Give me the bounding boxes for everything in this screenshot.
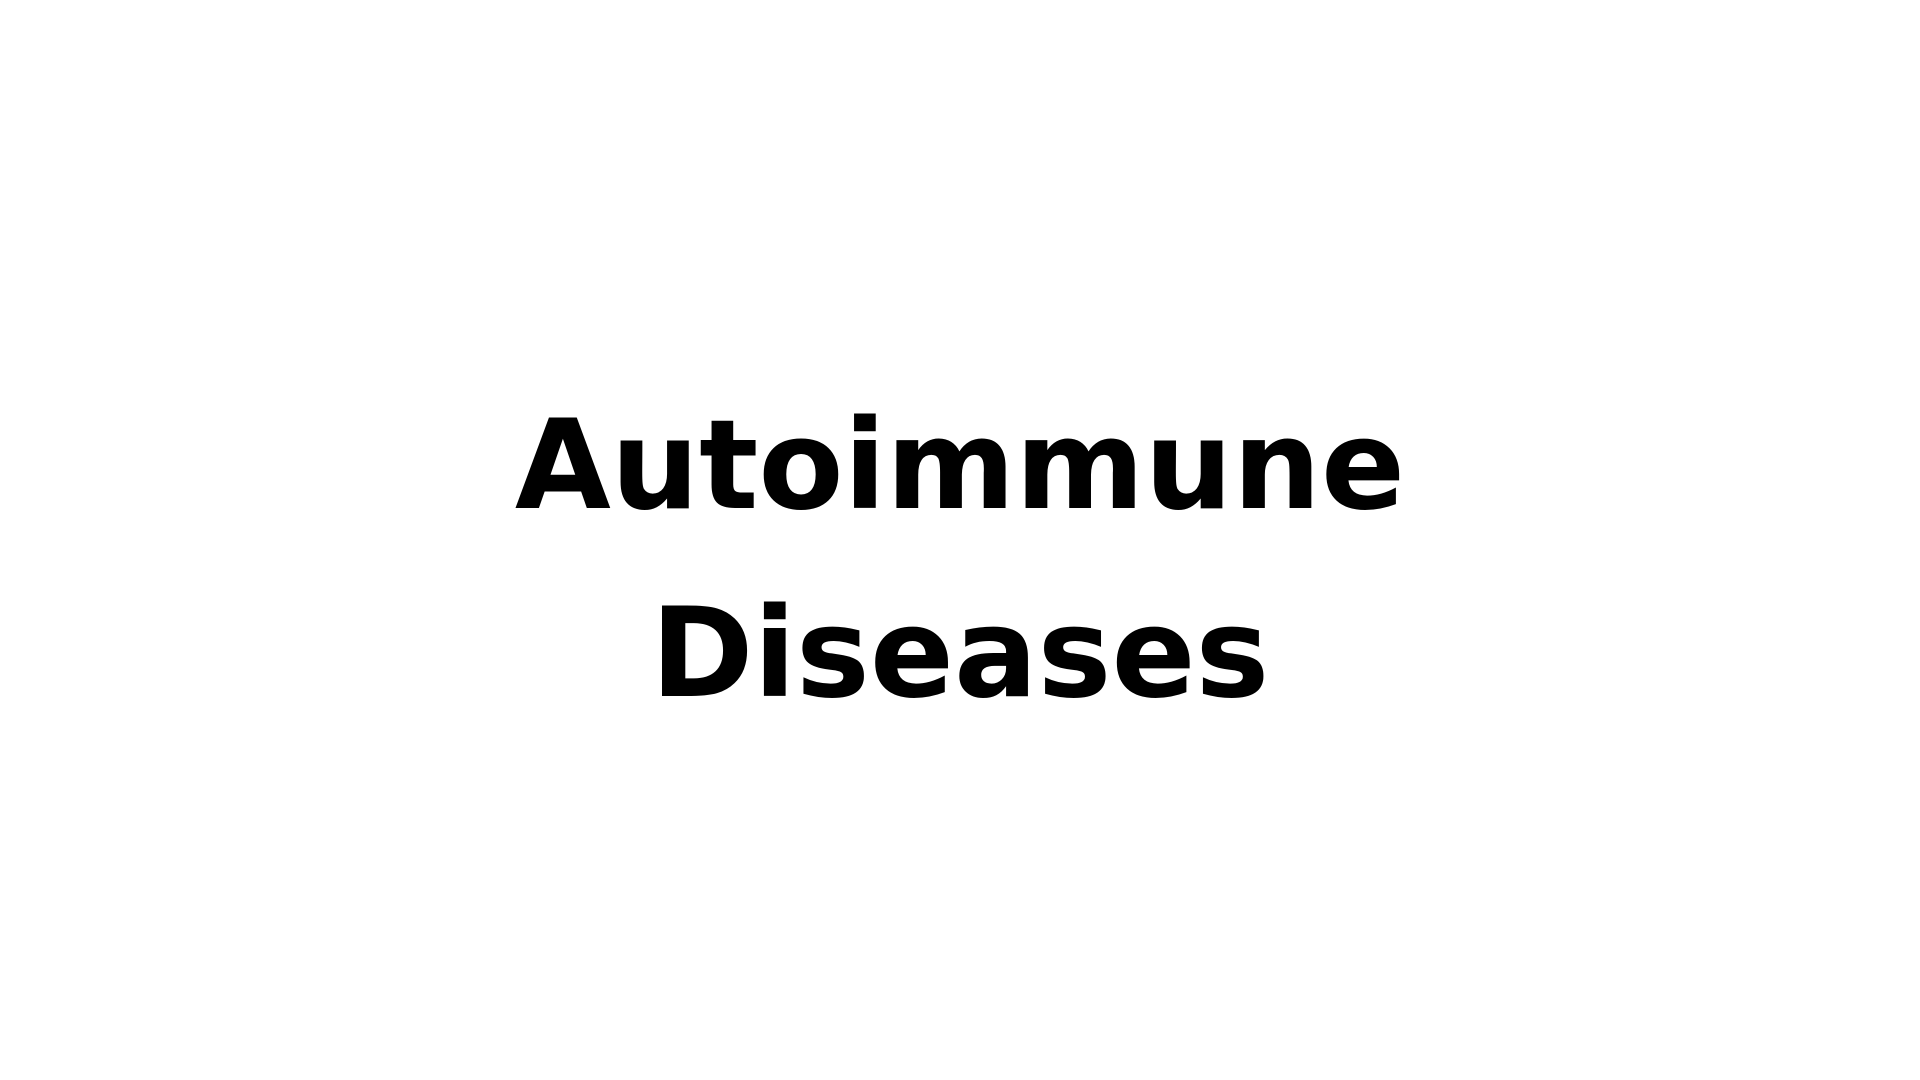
slide-title-line-2: Diseases (650, 582, 1270, 726)
slide-title-line-1: Autoimmune (514, 394, 1406, 538)
slide-title: Autoimmune Diseases (0, 372, 1920, 748)
